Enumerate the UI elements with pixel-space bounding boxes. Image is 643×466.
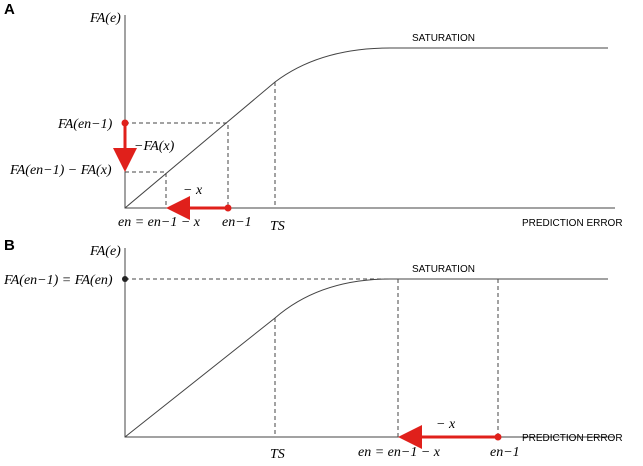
- panel-label: A: [4, 1, 15, 18]
- dot: [122, 276, 128, 282]
- axes: [124, 248, 615, 438]
- en-prev-label: en−1: [222, 215, 252, 230]
- saturation-label: SATURATION: [412, 33, 475, 44]
- dot: [121, 119, 129, 127]
- ts-label: TS: [270, 219, 285, 234]
- fa-diff-label: FA(en−1) − FA(x): [9, 163, 112, 178]
- en-label: en = en−1 − x: [118, 215, 201, 230]
- dashed-guides: [125, 278, 499, 437]
- panel-label: B: [4, 237, 15, 254]
- en-prev-label: en−1: [490, 445, 520, 460]
- minus-x-label: − x: [183, 183, 203, 198]
- en-label: en = en−1 − x: [358, 445, 441, 460]
- dot: [224, 204, 232, 212]
- fa-prev-label: FA(en−1): [57, 117, 113, 132]
- axes: [124, 15, 615, 209]
- curve: [124, 278, 608, 438]
- y-axis-label: FA(e): [89, 11, 121, 26]
- dot: [494, 433, 502, 441]
- x-axis-label: PREDICTION ERROR: [522, 433, 623, 444]
- ts-label: TS: [270, 447, 285, 462]
- saturation-label: SATURATION: [412, 264, 475, 275]
- fa-eq-label: FA(en−1) = FA(en): [3, 273, 113, 288]
- minus-fa-label: −FA(x): [134, 139, 175, 154]
- x-axis-label: PREDICTION ERROR: [522, 218, 623, 229]
- minus-x-label: − x: [436, 417, 456, 432]
- curve: [124, 47, 608, 209]
- y-axis-label: FA(e): [89, 244, 121, 259]
